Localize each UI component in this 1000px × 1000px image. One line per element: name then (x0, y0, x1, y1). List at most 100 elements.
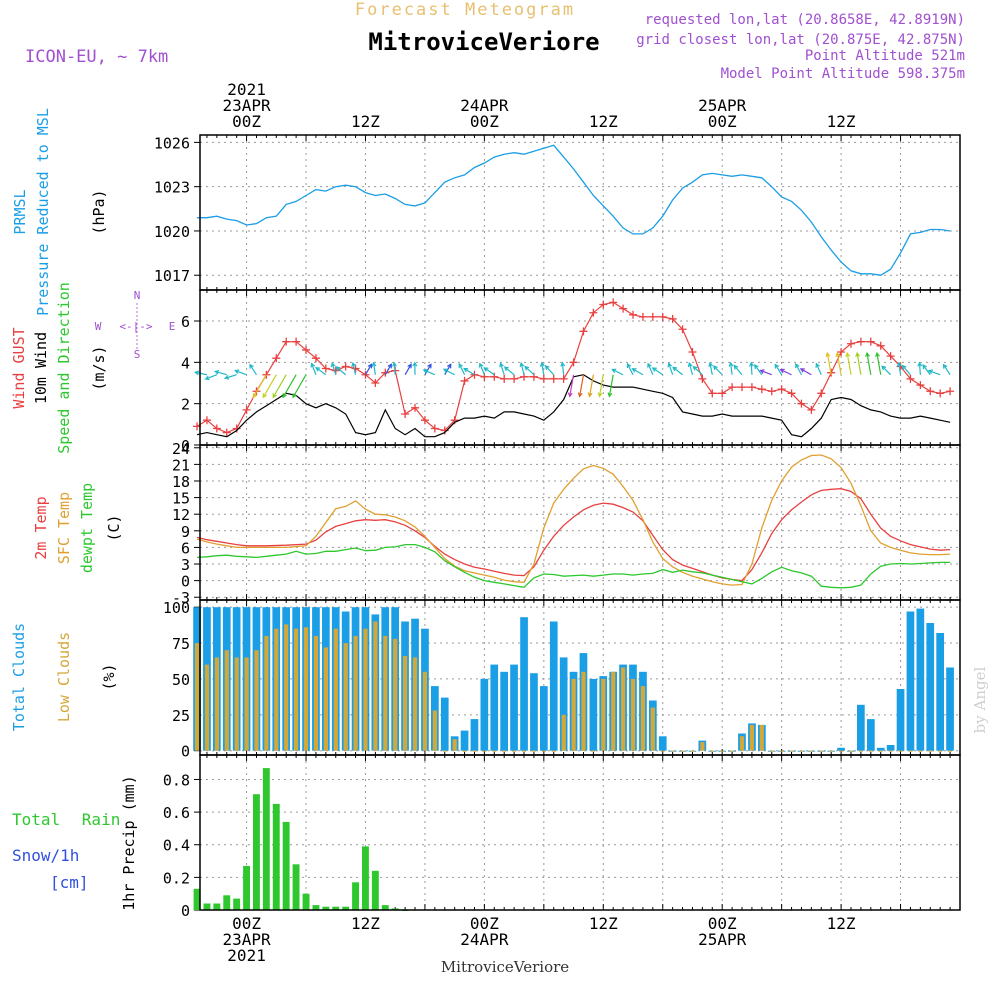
wind-arrow-head (647, 362, 652, 368)
wind-arrow-head (749, 361, 754, 367)
wind-arrow-head (896, 361, 902, 367)
bottom-time-label: 12Z (589, 914, 618, 933)
wind-arrow-head (687, 361, 693, 368)
y-tick-label: 3 (181, 556, 190, 574)
y-tick-label: 1026 (154, 134, 190, 152)
wind-arrow (499, 363, 505, 375)
wind-arrow-head (412, 361, 418, 367)
wind-arrow-head (651, 367, 657, 372)
snow-unit-label: [cm] (50, 873, 89, 892)
bar-low-clouds (739, 736, 745, 751)
bar-low-clouds (214, 657, 219, 751)
wind-arrow (463, 368, 475, 376)
bar-low-clouds (650, 707, 655, 751)
bar-low-clouds (690, 750, 695, 752)
wind-arrow (372, 362, 376, 375)
top-time-label: 00Z (470, 112, 499, 131)
wind-arrow (541, 362, 545, 375)
wind-arrow-head (795, 363, 800, 369)
wind-direction-arrows (193, 351, 951, 399)
wind-arrow (484, 367, 495, 376)
wind-arrow-head (422, 369, 428, 374)
gust-marker (698, 374, 707, 383)
bar-total-rain (262, 768, 270, 910)
bar-low-clouds (621, 667, 626, 751)
wind-arrow-head (825, 351, 831, 358)
bar-total-clouds (589, 678, 598, 751)
bar-low-clouds (908, 750, 913, 752)
wind-arrow (876, 352, 882, 375)
wind-arrow-head (427, 363, 432, 369)
gust-marker (787, 389, 796, 398)
gust-marker (609, 298, 618, 307)
wind-arrow-head (282, 393, 287, 399)
top-time-label: 12Z (589, 112, 618, 131)
wind-arrow-head (759, 369, 765, 374)
bottom-time-label: 2021 (227, 946, 266, 965)
point-altitude: Point Altitude 521m (805, 48, 965, 64)
wind-arrow (928, 370, 941, 376)
gust-marker (242, 405, 251, 414)
bar-low-clouds (442, 750, 447, 752)
wind-frame (199, 289, 961, 446)
wind-arrow-head (499, 362, 504, 368)
wind-direction-label: Speed and Direction (55, 282, 73, 454)
y-tick-label: 12 (172, 506, 190, 524)
precip-unit: 1hr Precip (mm) (120, 775, 138, 910)
bar-total-clouds (658, 736, 667, 751)
bar-low-clouds (581, 671, 586, 751)
wind-arrow (668, 363, 674, 375)
bar-low-clouds (204, 664, 210, 751)
y-tick-label: 18 (172, 473, 190, 491)
wind-arrow-head (672, 366, 678, 372)
gust-marker (946, 387, 955, 396)
wind-arrow (836, 352, 842, 375)
wind-arrow-head (712, 365, 718, 371)
wind-arrow-head (815, 362, 820, 368)
gust-marker (490, 372, 499, 381)
wind-arrow-head (901, 364, 907, 370)
gust-marker (411, 403, 420, 412)
wind-arrow-head (292, 393, 297, 399)
bar-total-rain (371, 870, 379, 910)
bar-low-clouds (343, 643, 348, 751)
wind-arrow-head (544, 365, 550, 370)
wind-arrow (458, 363, 466, 375)
y-tick-label: 0 (181, 902, 190, 920)
bar-low-clouds (393, 638, 398, 751)
wind-arrow-head (692, 365, 698, 371)
wind-arrow-head (483, 367, 489, 372)
gust-marker (381, 368, 390, 377)
temp-frame (199, 444, 961, 601)
wind-arrow-head (927, 369, 933, 375)
gust-marker (718, 389, 727, 398)
bar-total-clouds (946, 667, 954, 751)
bar-total-rain (243, 865, 250, 910)
wind-arrow (524, 366, 535, 376)
bar-total-rain (322, 906, 330, 910)
bar-total-rain (352, 882, 359, 910)
gust-marker (500, 374, 509, 383)
wind-arrow (364, 364, 372, 376)
bar-low-clouds (194, 643, 200, 751)
bottom-time-label: 12Z (351, 914, 380, 933)
wind-arrow-head (942, 363, 948, 369)
y-tick-label: 4 (181, 354, 190, 372)
wind-arrow-head (865, 351, 870, 358)
wind-arrow-head (478, 362, 484, 368)
wind-arrow-head (249, 363, 254, 369)
bar-low-clouds (601, 678, 606, 751)
compass-arrows: <-|-> (119, 320, 152, 333)
bar-low-clouds (928, 750, 933, 752)
bar-low-clouds (541, 750, 546, 752)
bar-low-clouds (938, 750, 943, 752)
wind-arrow-head (577, 392, 583, 398)
bar-low-clouds (333, 628, 338, 751)
bar-low-clouds (472, 750, 477, 752)
wind-arrow (774, 364, 783, 376)
wind-arrow (423, 369, 436, 376)
gust-marker (202, 416, 211, 425)
station-title: MitroviceVeriore (368, 28, 599, 56)
wind-arrow (520, 362, 525, 375)
